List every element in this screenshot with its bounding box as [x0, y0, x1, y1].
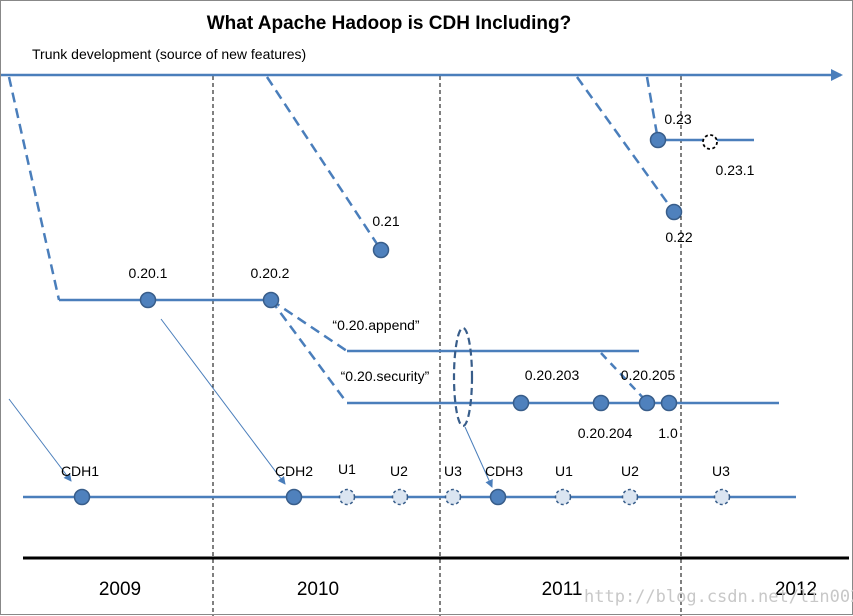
label-cdh2-u1: U1 [338, 461, 356, 477]
node-cdh3 [489, 488, 507, 506]
year-2012: 2012 [775, 579, 817, 600]
branch-022-dash [575, 76, 676, 213]
node-cdh2-u3 [444, 488, 462, 506]
label-cdh1: CDH1 [61, 463, 99, 479]
connector-cdh2 [160, 318, 286, 485]
label-cdh2-u3: U3 [444, 463, 462, 479]
merge-ellipse [452, 326, 474, 428]
trunk-label: Trunk development (source of new feature… [32, 46, 306, 62]
label-023: 0.23 [664, 111, 691, 127]
label-020205: 0.20.205 [621, 367, 676, 383]
watermark: http://blog.csdn.net/lin0020 [584, 587, 853, 607]
label-020204: 0.20.204 [578, 425, 633, 441]
connector-cdh3 [464, 426, 493, 488]
node-022 [665, 203, 683, 221]
label-cdh3: CDH3 [485, 463, 523, 479]
branch-security-dash [269, 299, 349, 404]
branch-021-dash [265, 76, 383, 251]
node-10 [660, 394, 678, 412]
node-020205 [638, 394, 656, 412]
node-0202 [262, 291, 280, 309]
label-cdh3-u3: U3 [712, 463, 730, 479]
node-cdh3-u3 [713, 488, 731, 506]
diagram-title: What Apache Hadoop is CDH Including? [207, 13, 572, 34]
year-2010: 2010 [297, 579, 339, 600]
label-0201: 0.20.1 [129, 265, 168, 281]
year-2009: 2009 [99, 579, 141, 600]
label-0202: 0.20.2 [251, 265, 290, 281]
node-023 [649, 131, 667, 149]
node-cdh2-u2 [391, 488, 409, 506]
label-security: “0.20.security” [341, 368, 430, 384]
node-020204 [592, 394, 610, 412]
node-cdh1 [73, 488, 91, 506]
branch-0201-dash [7, 76, 61, 301]
node-cdh2 [285, 488, 303, 506]
label-cdh2: CDH2 [275, 463, 313, 479]
node-cdh3-u2 [621, 488, 639, 506]
label-020203: 0.20.203 [525, 367, 580, 383]
connector-cdh1 [8, 398, 72, 482]
branch-023-dash [645, 76, 660, 141]
label-0231: 0.23.1 [716, 162, 755, 178]
node-cdh3-u1 [554, 488, 572, 506]
label-021: 0.21 [372, 213, 399, 229]
node-020203 [512, 394, 530, 412]
append-merge-dash [600, 352, 648, 403]
label-cdh3-u2: U2 [621, 463, 639, 479]
node-0231 [702, 134, 718, 150]
label-022: 0.22 [665, 229, 692, 245]
node-cdh2-u1 [338, 488, 356, 506]
label-10: 1.0 [658, 425, 678, 441]
label-cdh3-u1: U1 [555, 463, 573, 479]
node-0201 [139, 291, 157, 309]
label-append: “0.20.append” [332, 317, 420, 333]
label-cdh2-u2: U2 [390, 463, 408, 479]
node-021 [372, 241, 390, 259]
year-2011: 2011 [542, 579, 583, 600]
